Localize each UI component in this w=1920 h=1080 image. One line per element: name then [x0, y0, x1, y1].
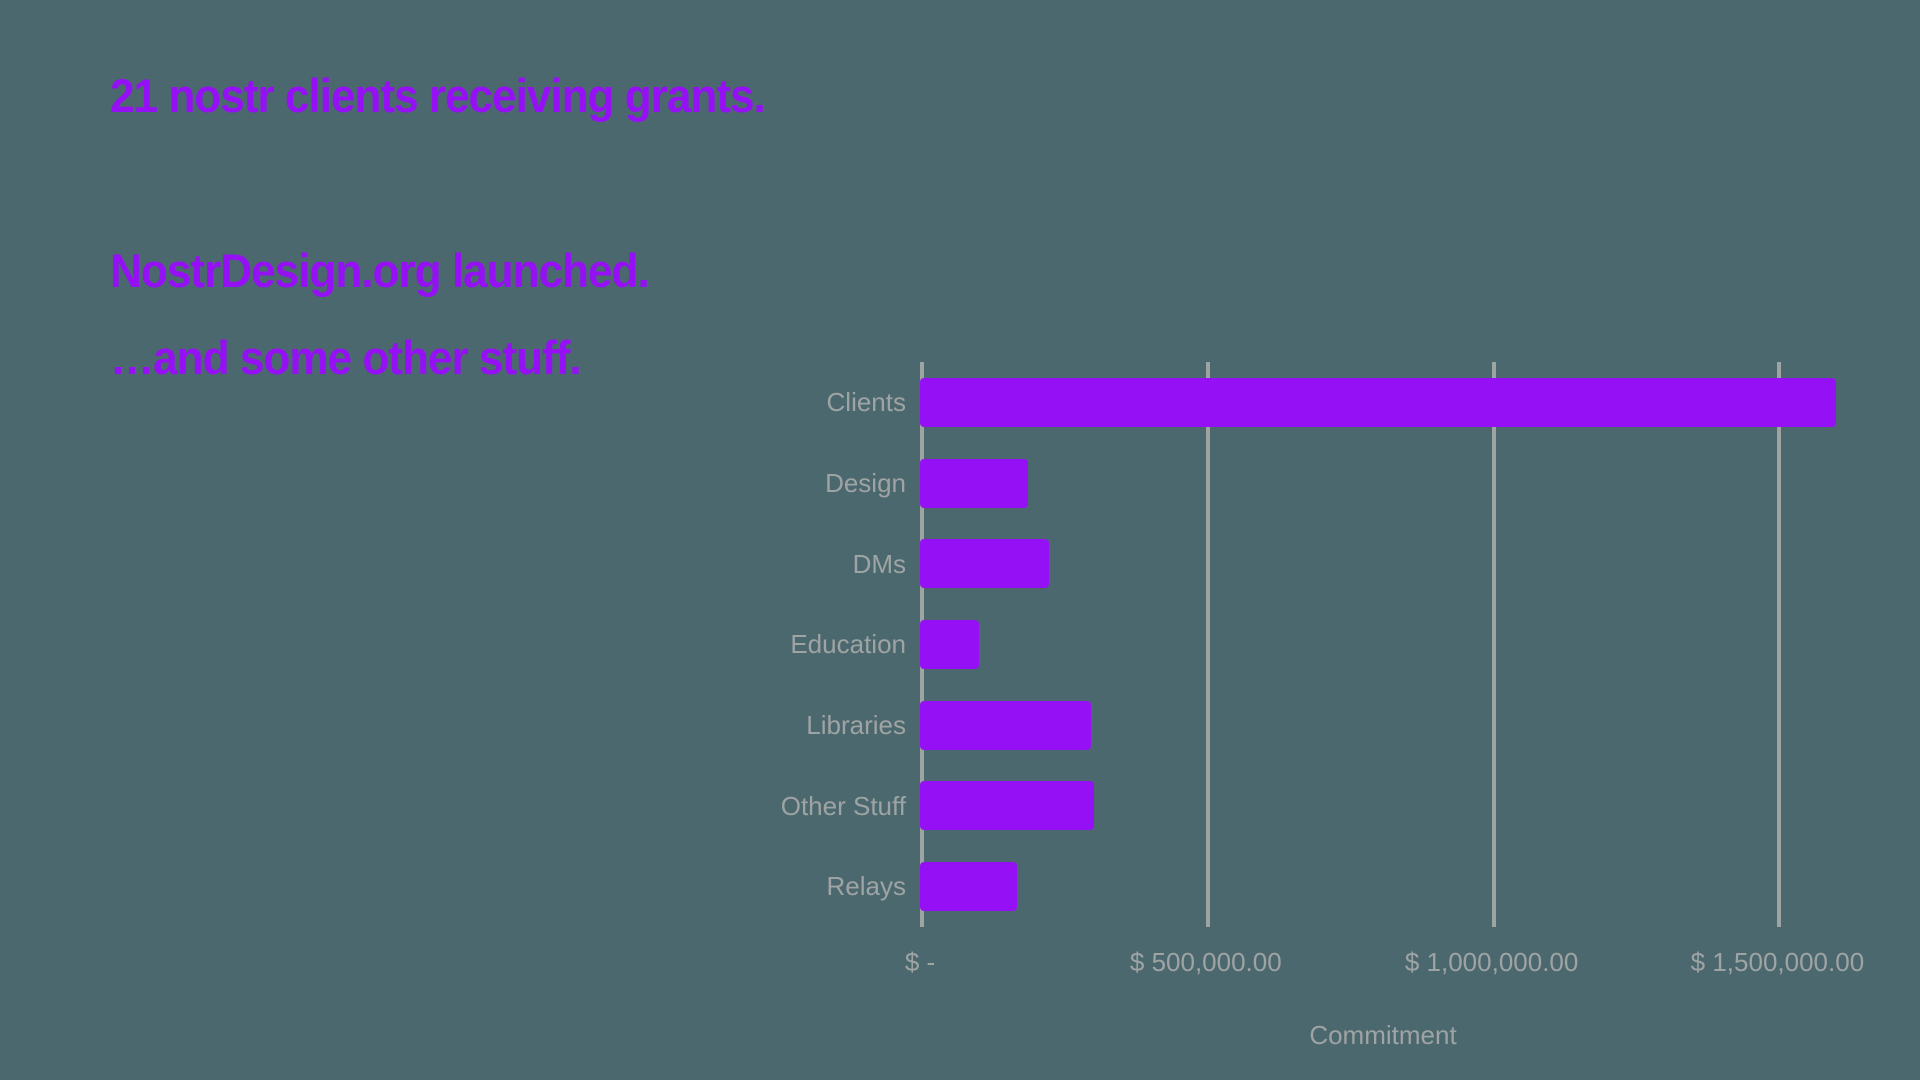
headline-line-3: …and some other stuff.: [110, 331, 582, 384]
x-tick-label: $ 500,000.00: [1129, 947, 1282, 977]
plot-area: Clients Design DMs Education Libraries Other …: [781, 362, 1846, 927]
category-label: Clients: [826, 387, 906, 418]
bar[interactable]: [920, 619, 980, 669]
bar-row[interactable]: Education: [790, 604, 1846, 685]
category-label: DMs: [852, 548, 906, 579]
x-tick-label: $ -: [904, 947, 936, 977]
commitment-bar-chart: Clients Design DMs Education Libraries Other …: [760, 355, 1864, 1050]
headline-block: 21 nostr clients receiving grants. Nostr…: [110, 72, 930, 381]
bar[interactable]: [920, 781, 1094, 831]
category-label: Other Stuff: [780, 790, 906, 821]
x-axis-title: Commitment: [1309, 1020, 1457, 1050]
bar[interactable]: [920, 539, 1050, 589]
bar-row[interactable]: DMs: [853, 523, 1846, 604]
gridline: [1205, 362, 1210, 927]
bar-row[interactable]: Libraries: [806, 685, 1846, 766]
bar-row[interactable]: Clients: [827, 362, 1846, 443]
category-label: Education: [790, 629, 906, 660]
headline-line-1: 21 nostr clients receiving grants.: [110, 69, 766, 122]
category-label: Libraries: [806, 710, 906, 741]
bar-row[interactable]: Design: [825, 443, 1846, 524]
headline-line-2: NostrDesign.org launched.: [110, 244, 650, 297]
category-label: Design: [825, 468, 906, 499]
category-label: Relays: [826, 871, 906, 902]
bar[interactable]: [920, 377, 1836, 427]
bar-row[interactable]: Relays: [827, 846, 1846, 927]
gridline: [1491, 362, 1496, 927]
bar[interactable]: [920, 700, 1092, 750]
plot-frame: Clients Design DMs Education Libraries Other …: [760, 355, 1850, 935]
gridline: [1777, 362, 1782, 927]
x-tick-label: $ 1,000,000.00: [1404, 947, 1579, 977]
x-tick-label: $ 1,500,000.00: [1690, 947, 1865, 977]
bar[interactable]: [920, 861, 1018, 911]
bar-row[interactable]: Other Stuff: [781, 765, 1846, 846]
bar[interactable]: [920, 458, 1029, 508]
